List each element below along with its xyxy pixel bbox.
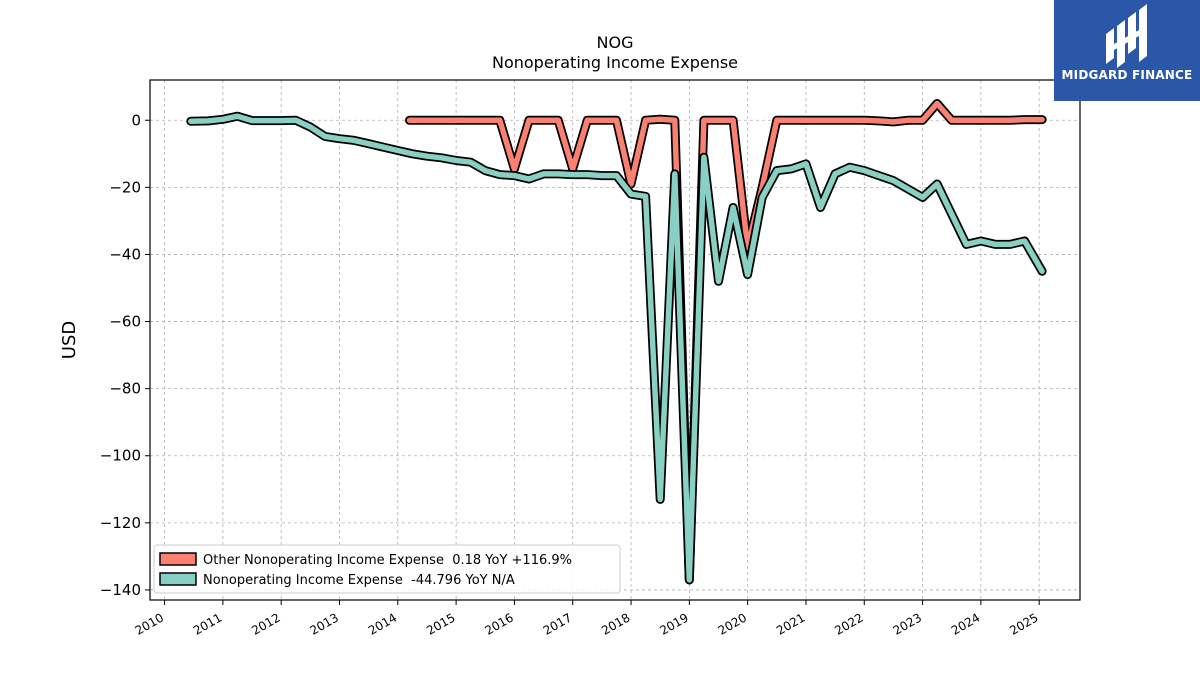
x-tick-label: 2018 [599, 610, 632, 637]
legend-label-nonoperating: Nonoperating Income Expense -44.796 YoY … [203, 573, 515, 588]
x-tick-label: 2010 [133, 610, 166, 637]
grid [150, 80, 1080, 600]
x-tick-label: 2015 [424, 610, 457, 637]
x-tick-label: 2014 [366, 610, 399, 637]
series-line-1 [188, 113, 1045, 583]
y-tick-label: −40 [109, 245, 141, 263]
y-tick-label: −100 [100, 447, 141, 465]
x-tick-label: 2020 [716, 610, 749, 637]
x-tick-label: 2024 [949, 610, 982, 637]
series-layer [186, 99, 1047, 585]
y-tick-label: −140 [100, 581, 141, 599]
legend-swatch-nonoperating [159, 572, 197, 586]
series-line-outline-1 [186, 111, 1047, 585]
y-tick-label: −20 [109, 178, 141, 196]
x-tick-label: 2019 [657, 610, 690, 637]
logo-emblem-icon [1106, 4, 1147, 68]
y-tick-label: −60 [109, 313, 141, 331]
x-tick-label: 2011 [191, 610, 224, 637]
x-tick-label: 2013 [308, 610, 341, 637]
y-tick-label: −120 [100, 514, 141, 532]
chart-title: NOG [597, 33, 634, 52]
x-tick-label: 2016 [482, 610, 515, 637]
legend: Other Nonoperating Income Expense 0.18 Y… [153, 544, 621, 594]
legend-label-other-nonoperating: Other Nonoperating Income Expense 0.18 Y… [203, 553, 572, 568]
x-tick-label: 2021 [774, 610, 807, 637]
brand-logo-mark [1054, 0, 1200, 101]
x-tick-label: 2012 [249, 610, 282, 637]
y-axis-label: USD [59, 321, 80, 359]
x-tick-label: 2023 [891, 610, 924, 637]
plot-frame [149, 79, 1081, 601]
legend-box [153, 544, 621, 594]
x-tick-label: 2022 [832, 610, 865, 637]
brand-name: MIDGARD FINANCE [1061, 68, 1193, 82]
series-line-0 [406, 100, 1045, 583]
legend-swatch-other-nonoperating [159, 552, 197, 566]
brand-logo: MIDGARD FINANCE [1054, 0, 1200, 101]
y-tick-label: 0 [131, 111, 141, 129]
y-tick-label: −80 [109, 380, 141, 398]
x-tick-label: 2025 [1007, 610, 1040, 637]
chart-subtitle: Nonoperating Income Expense [492, 53, 738, 72]
x-tick-label: 2017 [541, 610, 574, 637]
